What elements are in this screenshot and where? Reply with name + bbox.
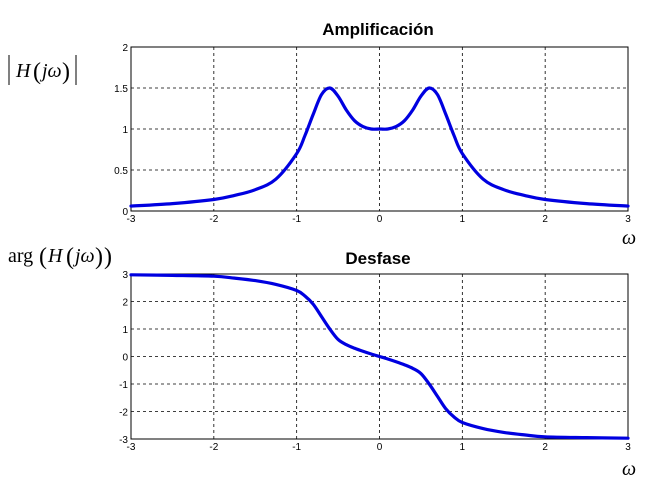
magnitude-plot-area [130,46,629,212]
phase-x-tick-label: -2 [209,442,218,453]
phase-plot-area [130,273,629,440]
svg-text:jω: jω [39,60,62,82]
svg-text:): ) [104,244,112,270]
magnitude-curve [129,86,630,208]
phase-y-tick-label: -1 [119,380,128,391]
magnitude-chart: Amplificación H ( jω ) 0 0.5 1 1.5 2 -3 -2 -1 0… [8,20,636,249]
magnitude-y-ticks: 0 0.5 1 1.5 2 [114,43,128,218]
svg-text:(: ( [33,59,41,85]
svg-text:): ) [62,59,70,85]
phase-y-tick-label: 0 [122,353,128,364]
magnitude-x-tick-label: 0 [377,214,383,225]
svg-text:H: H [47,245,64,267]
phase-chart-title: Desfase [345,249,410,268]
phase-x-axis-label: ω [622,458,636,480]
svg-text:): ) [95,244,103,270]
phase-y-tick-label: -2 [119,408,128,419]
magnitude-y-tick-label: 0.5 [114,166,128,177]
magnitude-x-tick-label: 3 [625,214,631,225]
svg-text:(: ( [39,244,47,270]
magnitude-x-ticks: -3 -2 -1 0 1 2 3 [127,214,632,225]
phase-x-tick-label: -3 [127,442,136,453]
phase-x-ticks: -3 -2 -1 0 1 2 3 [127,442,632,453]
magnitude-x-tick-label: -3 [127,214,136,225]
magnitude-x-tick-label: -2 [209,214,218,225]
phase-y-tick-label: 2 [122,298,128,309]
phase-curve [129,273,630,440]
phase-y-tick-label: 1 [122,325,128,336]
svg-text:(: ( [66,244,74,270]
phase-y-tick-label: -3 [119,435,128,446]
svg-text:arg: arg [8,245,33,267]
phase-x-tick-label: 1 [460,442,466,453]
magnitude-y-tick-label: 1.5 [114,84,128,95]
phase-y-ticks: -3 -2 -1 0 1 2 3 [119,270,128,446]
phase-chart: Desfase arg ( H ( jω ) ) -3 -2 -1 0 1 2 3 -3 -2… [8,244,636,480]
magnitude-x-tick-label: 1 [460,214,466,225]
phase-x-tick-label: 0 [377,442,383,453]
phase-y-tick-label: 3 [122,270,128,281]
magnitude-y-tick-label: 0 [122,207,128,218]
phase-x-tick-label: 2 [542,442,548,453]
phase-x-tick-label: -1 [292,442,301,453]
phase-x-tick-label: 3 [625,442,631,453]
magnitude-y-tick-label: 2 [122,43,128,54]
magnitude-x-tick-label: -1 [292,214,301,225]
magnitude-y-axis-label: H ( jω ) [8,55,77,85]
magnitude-y-tick-label: 1 [122,125,128,136]
svg-text:jω: jω [72,245,95,267]
magnitude-x-tick-label: 2 [542,214,548,225]
magnitude-x-axis-label: ω [622,227,636,249]
svg-text:H: H [15,60,32,82]
phase-y-axis-label: arg ( H ( jω ) ) [8,244,112,270]
magnitude-chart-title: Amplificación [322,20,433,39]
